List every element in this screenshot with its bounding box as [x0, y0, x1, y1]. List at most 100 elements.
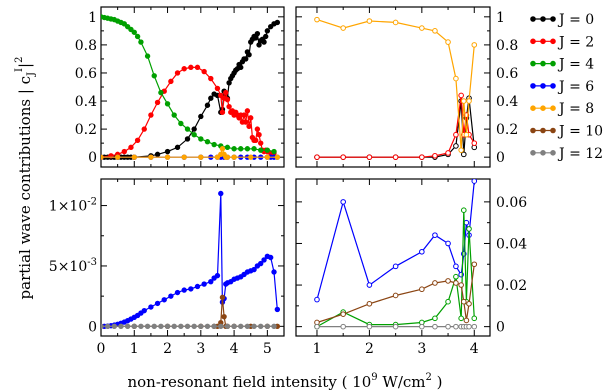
legend-marker: [540, 60, 546, 67]
data-point-j12: [171, 323, 177, 330]
data-point-j6: [258, 260, 264, 267]
data-point-j2: [194, 64, 201, 71]
data-point-j6: [208, 278, 214, 285]
data-point-j4: [224, 144, 231, 151]
data-point-j8: [224, 154, 231, 160]
data-point-j0: [204, 102, 211, 108]
data-point-j2: [168, 78, 174, 85]
data-point-j2: [471, 140, 478, 146]
data-point-j2: [432, 152, 438, 159]
data-point-j8: [392, 19, 399, 26]
x-axis-title-mid: W/cm: [378, 373, 426, 391]
data-point-j10: [219, 294, 226, 301]
data-point-j2: [214, 85, 221, 92]
data-point-j12: [238, 323, 244, 330]
data-point-j12: [101, 323, 104, 330]
data-point-j6: [188, 286, 194, 292]
y-tick-label: 1: [496, 10, 505, 26]
legend-label: J = 2: [557, 34, 594, 50]
data-point-j4: [151, 73, 157, 79]
y-axis-title-sup1: I: [14, 68, 25, 72]
y-tick-label: 0: [88, 150, 97, 166]
data-point-j12: [131, 323, 137, 330]
panel-top-right: 0 0.2 0.4 0.6 0.8 1: [295, 6, 518, 168]
data-point-j10: [366, 300, 373, 307]
data-point-j12: [432, 323, 438, 330]
data-point-j4: [258, 147, 264, 153]
data-point-j2: [201, 68, 207, 75]
data-point-j4: [191, 132, 197, 138]
y-tick-label: 0.8: [75, 38, 97, 54]
data-point-j8: [274, 154, 281, 160]
data-point-j2: [134, 137, 141, 144]
y-tick-label: 0.2: [496, 122, 518, 138]
y-tick-label: 0: [496, 320, 505, 336]
data-point-j12: [104, 323, 111, 330]
data-point-j4: [211, 141, 217, 148]
legend-marker: [540, 150, 546, 156]
data-point-j4: [238, 146, 244, 152]
x-axis-title: non-resonant field intensity ( 109 W/cm2…: [127, 372, 442, 391]
y-tick-label: 5×10-3: [49, 257, 97, 275]
data-point-j4: [460, 207, 467, 213]
data-point-j6: [366, 282, 373, 288]
x-axis-title-sup2: 2: [426, 372, 432, 383]
data-point-j8: [466, 98, 472, 104]
x-tick-label: 1: [130, 341, 139, 357]
data-point-j2: [392, 154, 399, 160]
data-point-j4: [466, 226, 472, 232]
data-point-j6: [201, 281, 207, 287]
data-point-j12: [138, 323, 144, 330]
data-point-j10: [458, 282, 464, 288]
legend-item: J = 4: [530, 57, 594, 73]
data-point-j8: [219, 146, 226, 152]
data-point-j12: [191, 323, 197, 330]
data-point-j2: [148, 112, 154, 118]
data-point-j8: [198, 154, 204, 160]
data-point-j4: [144, 53, 151, 59]
legend-marker: [550, 83, 556, 89]
legend-item: J = 10: [530, 124, 603, 140]
data-point-j0: [263, 33, 269, 40]
data-point-j12: [340, 323, 346, 330]
data-point-j2: [340, 154, 346, 160]
data-point-j10: [466, 300, 472, 307]
data-point-j2: [366, 154, 373, 160]
y-tick-label: 0.4: [75, 94, 97, 110]
data-point-j12: [366, 323, 373, 330]
legend-label: J = 6: [557, 79, 594, 95]
data-point-j6: [314, 296, 320, 303]
data-point-j6: [148, 304, 154, 310]
panel-top-left: 0 0.2 0.4 0.6 0.8 1: [75, 6, 285, 168]
data-point-j6: [419, 248, 425, 255]
data-point-j4: [128, 26, 134, 33]
y-tick-label: 0.6: [75, 66, 97, 82]
data-point-j0: [184, 136, 191, 142]
data-point-j4: [134, 33, 141, 40]
data-point-j4: [198, 136, 204, 142]
data-point-j12: [164, 323, 171, 330]
data-point-j2: [208, 75, 214, 82]
panel-frame: [295, 178, 491, 337]
panel-frame: [100, 178, 285, 337]
data-point-j2: [174, 70, 181, 76]
data-point-j6: [274, 306, 281, 313]
data-point-j8: [314, 16, 320, 23]
data-point-j0: [453, 143, 459, 149]
data-point-j10: [460, 298, 467, 305]
legend-marker: [540, 105, 546, 111]
data-point-j4: [271, 148, 277, 155]
y-axis-title: partial wave contributions | cJI|2: [14, 57, 37, 300]
data-point-j2: [188, 64, 194, 71]
legend-marker: [540, 38, 546, 45]
y-axis-title-sup2: 2: [14, 57, 25, 63]
data-point-j2: [218, 92, 224, 99]
data-point-j8: [248, 154, 254, 160]
data-point-j0: [208, 95, 214, 101]
legend-marker: [530, 60, 536, 67]
legend-label: J = 0: [557, 12, 594, 28]
data-point-j12: [258, 323, 264, 330]
data-point-j12: [178, 323, 184, 330]
legend-item: J = 12: [530, 146, 603, 162]
data-point-j12: [231, 323, 237, 330]
